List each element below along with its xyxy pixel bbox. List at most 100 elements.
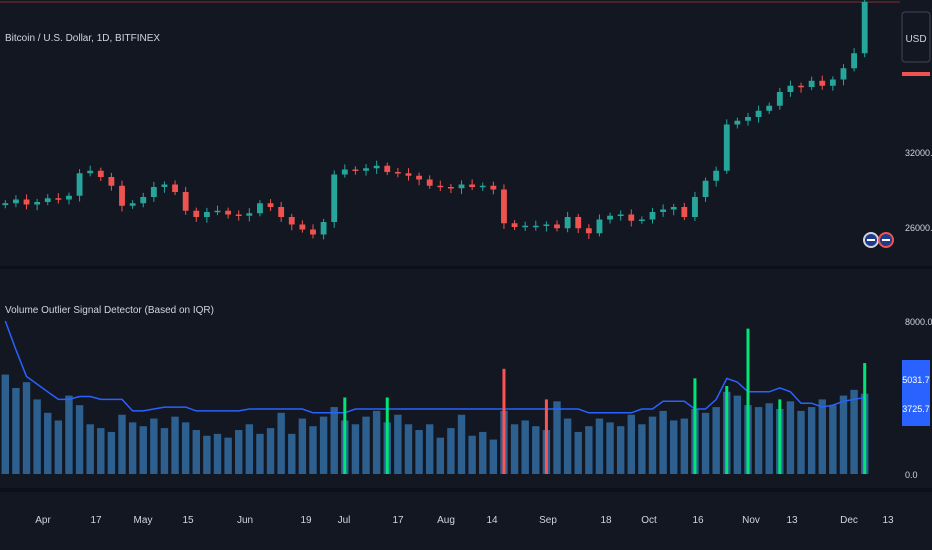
candle-body xyxy=(649,212,656,220)
candle-body xyxy=(320,222,327,235)
volume-bar xyxy=(150,418,158,474)
candle-body xyxy=(554,224,560,229)
volume-bar xyxy=(203,435,211,474)
volume-bar xyxy=(563,418,572,474)
time-axis-tick: Jun xyxy=(237,515,253,526)
candle-body xyxy=(352,169,359,171)
candle-body xyxy=(819,80,826,86)
indicator-axis-tick: 0.0 xyxy=(905,470,918,480)
candle-body xyxy=(405,173,412,176)
time-axis-tick: Apr xyxy=(35,515,51,526)
candle-body xyxy=(150,187,157,197)
volume-bar xyxy=(171,416,179,474)
volume-bar xyxy=(489,439,498,474)
volume-bar xyxy=(457,414,466,474)
volume-bar xyxy=(22,382,31,474)
time-axis-tick: Oct xyxy=(641,515,657,526)
currency-button-label: USD xyxy=(905,34,926,45)
volume-bar xyxy=(372,410,381,474)
volume-bar xyxy=(118,414,126,474)
candle-body xyxy=(363,168,369,171)
last-price-marker xyxy=(902,72,930,76)
indicator-title: Volume Outlier Signal Detector (Based on… xyxy=(5,305,214,316)
candle-body xyxy=(596,219,603,234)
candle-body xyxy=(766,105,773,111)
volume-bar xyxy=(468,435,476,474)
candle-body xyxy=(182,192,189,211)
candle-body xyxy=(172,184,178,192)
currency-button[interactable] xyxy=(901,11,931,63)
candle-body xyxy=(235,214,242,216)
volume-bar xyxy=(553,401,561,474)
volume-bar xyxy=(330,407,338,474)
time-axis-tick: 14 xyxy=(486,515,498,526)
volume-bar xyxy=(521,420,529,474)
volume-bar xyxy=(277,412,285,474)
candle-body xyxy=(341,169,348,175)
candle-body xyxy=(808,80,815,87)
candle-body xyxy=(628,214,635,221)
candle-body xyxy=(87,170,94,174)
candle-body xyxy=(501,189,507,224)
volume-bar xyxy=(86,424,94,474)
outlier-high-bar xyxy=(778,399,782,474)
volume-bar xyxy=(425,424,434,474)
candle-body xyxy=(278,207,285,217)
volume-bar xyxy=(839,395,848,474)
volume-bar xyxy=(733,395,742,474)
volume-bar xyxy=(510,424,519,474)
candle-body xyxy=(851,53,858,69)
time-axis-tick: 15 xyxy=(182,515,194,526)
candle-body xyxy=(373,165,380,169)
volume-bar xyxy=(309,426,317,474)
volume-bar xyxy=(786,401,795,474)
volume-bar xyxy=(235,430,243,474)
candle-body xyxy=(787,85,794,92)
candle-body xyxy=(776,92,783,106)
candle-body xyxy=(257,203,263,214)
volume-bar xyxy=(680,418,689,474)
volume-bar xyxy=(192,430,200,474)
volume-bar xyxy=(754,407,763,474)
candle-body xyxy=(543,224,550,226)
candle-body xyxy=(798,85,804,88)
candle-body xyxy=(246,213,253,216)
price-axis-tick: 32000.0 xyxy=(905,148,932,158)
candle-body xyxy=(522,225,529,228)
indicator-axis-tick: 8000.0 xyxy=(905,317,932,327)
volume-bar xyxy=(256,433,264,474)
candle-body xyxy=(34,202,41,205)
outlier-low-bar xyxy=(502,368,506,474)
volume-bar xyxy=(436,437,445,474)
outlier-high-bar xyxy=(725,386,729,474)
volume-bar xyxy=(1,374,10,474)
candle-body xyxy=(585,228,592,234)
value-badge-box xyxy=(902,360,930,426)
volume-bar xyxy=(65,395,73,474)
candle-body xyxy=(638,219,645,221)
volume-bar xyxy=(97,428,105,474)
candle-body xyxy=(203,212,210,217)
volume-bar xyxy=(319,416,328,474)
candle-body xyxy=(723,124,730,171)
candle-body xyxy=(299,224,306,230)
candle-body xyxy=(288,217,295,225)
volume-bar xyxy=(415,430,423,474)
candle-body xyxy=(692,197,698,217)
candle-body xyxy=(108,177,115,186)
volume-bar xyxy=(44,412,52,474)
volume-bar xyxy=(797,410,805,474)
candle-body xyxy=(447,187,454,189)
candle-body xyxy=(384,165,391,172)
candle-body xyxy=(745,117,751,121)
candle-body xyxy=(140,197,147,204)
candle-body xyxy=(331,174,338,222)
candle-body xyxy=(55,198,62,200)
time-axis-tick: 13 xyxy=(882,515,894,526)
volume-bar xyxy=(659,410,667,474)
candle-body xyxy=(755,110,762,117)
time-axis-tick: Nov xyxy=(742,515,760,526)
volume-bar xyxy=(160,428,169,474)
outlier-high-bar xyxy=(746,328,750,474)
